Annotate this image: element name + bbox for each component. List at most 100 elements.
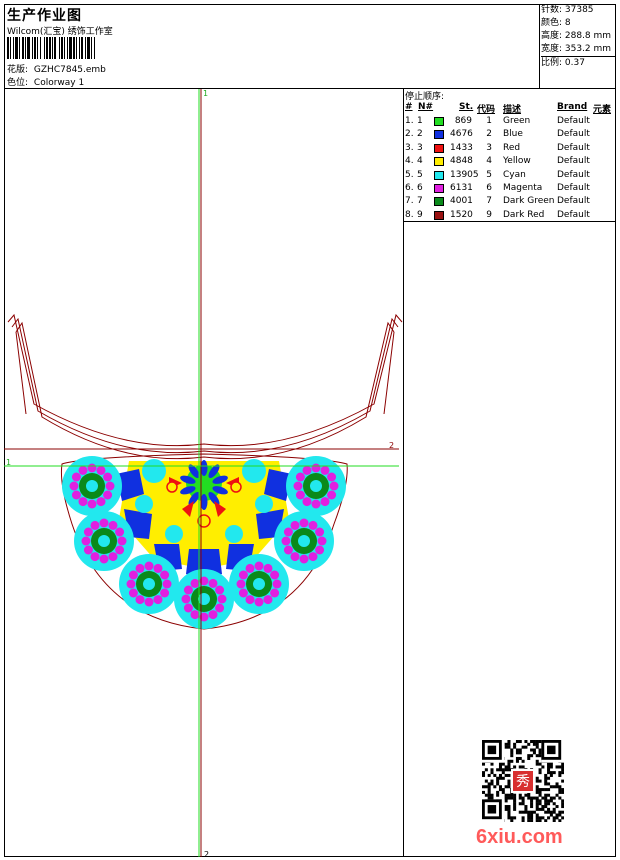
magenta-petal (290, 552, 300, 562)
magenta-petal (103, 490, 113, 500)
row-num: 8. (405, 209, 414, 220)
magenta-petal (181, 594, 191, 604)
col-header-desc: 描述 (503, 105, 522, 115)
color-swatch (434, 117, 444, 126)
color-swatch (434, 170, 444, 180)
magenta-petal (283, 545, 293, 555)
magenta-petal (135, 563, 145, 573)
magenta-petal (87, 499, 97, 509)
row-needle: 3 (417, 142, 423, 153)
magenta-petal (295, 490, 305, 500)
magenta-petal (128, 570, 138, 580)
magenta-petal (329, 481, 339, 491)
row-num: 5. (405, 169, 414, 180)
color-swatch (434, 184, 444, 193)
cyan-center (143, 578, 155, 590)
magenta-petal (160, 588, 170, 598)
guide-lines (4, 89, 399, 857)
header: 生产作业图 Wilcom(汇宝) 绣饰工作室 花版: GZHC7845.emb … (4, 4, 616, 89)
magenta-petal (115, 527, 125, 537)
cyan-center (98, 535, 110, 547)
company-name: Wilcom(汇宝) 绣饰工作室 (7, 27, 113, 37)
row-code: 3 (486, 142, 492, 153)
magenta-petal (215, 603, 225, 613)
magenta-petal (290, 520, 300, 530)
colorway-line: 色位: Colorway 1 (7, 75, 84, 88)
magenta-petal (105, 481, 115, 491)
color-swatch (434, 130, 444, 140)
table-row: 4. 4 4848 4 Yellow Default (404, 155, 616, 168)
col-header-st: St. (459, 102, 474, 112)
row-brand: Default (557, 196, 590, 207)
file-line: 花版: GZHC7845.emb (7, 62, 106, 75)
magenta-petal (83, 545, 93, 555)
barcode (7, 37, 157, 59)
row-stitches: 6131 (450, 183, 473, 193)
design-height: 高度: 288.8 mm (541, 31, 612, 41)
row-needle: 5 (417, 169, 423, 180)
magenta-petal (90, 520, 100, 530)
header-info: 生产作业图 Wilcom(汇宝) 绣饰工作室 花版: GZHC7845.emb … (4, 4, 540, 88)
collar-outline (4, 313, 403, 460)
magenta-petal (96, 465, 106, 475)
qr-stamp: 秀 (516, 774, 530, 790)
magenta-petal (208, 610, 218, 620)
table-row: 1. 1 869 1 Green Default (404, 115, 616, 128)
file-name: GZHC7845.emb (33, 65, 106, 75)
row-description: Dark Green (503, 196, 555, 207)
magenta-petal (308, 552, 318, 562)
magenta-petal (208, 578, 218, 588)
row-description: Magenta (503, 183, 543, 193)
row-description: Red (503, 142, 521, 153)
guide-label-v-top: 1 (203, 89, 208, 98)
row-num: 2. (405, 129, 414, 140)
row-stitches: 4848 (450, 156, 473, 167)
blue-star-petal (188, 464, 200, 479)
magenta-petal (99, 554, 109, 564)
magenta-petal (217, 594, 227, 604)
magenta-petal (327, 490, 337, 500)
magenta-petal (126, 579, 136, 589)
magenta-petal (254, 561, 264, 571)
magenta-petal (270, 588, 280, 598)
row-brand: Default (557, 209, 590, 220)
magenta-petal (327, 472, 337, 482)
row-brand: Default (557, 116, 590, 126)
stop-sequence-title: 停止顺序: (405, 92, 445, 102)
page-title: 生产作业图 (7, 8, 82, 24)
row-description: Dark Red (503, 209, 545, 220)
row-brand: Default (557, 169, 590, 180)
magenta-petal (199, 576, 209, 586)
row-code: 6 (486, 183, 492, 193)
blue-star-petal (212, 486, 228, 495)
magenta-petal (315, 545, 325, 555)
color-count: 颜色: 8 (541, 18, 571, 28)
magenta-petal (190, 578, 200, 588)
magenta-petal (320, 465, 330, 475)
magenta-petal (160, 570, 170, 580)
cyan-center (310, 480, 322, 492)
color-swatch (434, 157, 444, 167)
row-stitches: 4001 (450, 196, 473, 207)
magenta-petal (144, 561, 154, 571)
row-brand: Default (557, 142, 590, 153)
color-swatch (434, 143, 444, 153)
magenta-petal (215, 585, 225, 595)
col-header-num: # (405, 102, 413, 112)
col-header-elem: 元素 (593, 105, 612, 115)
table-row: 8. 9 1520 9 Dark Red Default (404, 209, 616, 222)
cyan-center (86, 480, 98, 492)
magenta-petal (117, 536, 127, 546)
magenta-petal (99, 518, 109, 528)
guide-label-h-left: 1 (6, 458, 11, 467)
magenta-petal (283, 527, 293, 537)
row-code: 5 (486, 169, 492, 180)
magenta-petal (108, 520, 118, 530)
design-width: 宽度: 353.2 mm (541, 44, 612, 54)
magenta-petal (144, 597, 154, 607)
col-header-code: 代码 (477, 105, 496, 115)
row-needle: 7 (417, 196, 423, 207)
magenta-petal (293, 481, 303, 491)
page-frame (4, 4, 616, 857)
cyan-center (198, 593, 210, 605)
